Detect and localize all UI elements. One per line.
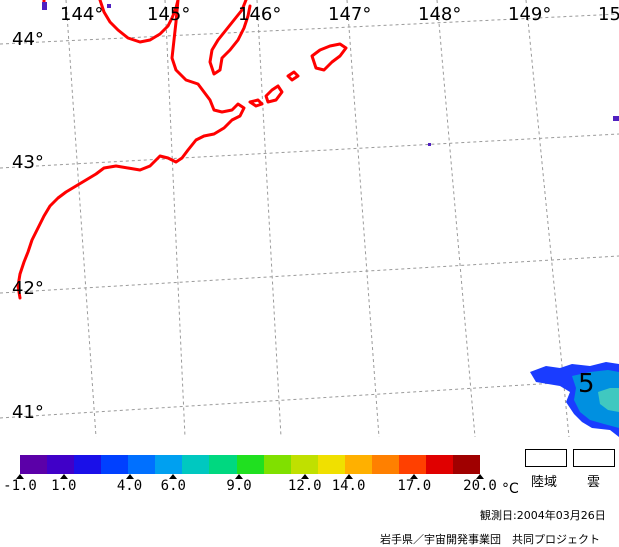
parallel-42 — [0, 255, 619, 294]
sst-map: 144° 145° 146° 147° 148° 149° 15 44° 43°… — [0, 0, 619, 437]
lon-label-150: 15 — [598, 4, 619, 25]
sst-mid-region — [572, 370, 619, 428]
meridian-149 — [525, 0, 570, 437]
meridian-145 — [164, 0, 186, 437]
sst-light-region — [598, 388, 619, 412]
colorbar-tick-mark — [300, 474, 309, 479]
cloud-swatch — [573, 449, 615, 467]
colorbar-segment — [236, 455, 264, 474]
contour-label: 5 — [578, 369, 595, 399]
legend: -1.0 1.0 4.0 6.0 9.0 12.0 14.0 17.0 20.0 °C 陸域 雲… — [0, 437, 619, 546]
colorbar-segment — [371, 455, 399, 474]
colorbar-segment — [20, 455, 48, 474]
kunashiri-small-1 — [248, 98, 264, 108]
meridian-148 — [436, 0, 476, 437]
parallel-43 — [0, 133, 619, 169]
sst-patch — [530, 362, 619, 437]
colorbar-segment — [317, 455, 345, 474]
colorbar-tick-label: 12.0 — [287, 478, 322, 494]
cloud-specks — [42, 2, 619, 146]
colorbar-tick-mark — [125, 474, 134, 479]
lon-label-146: 146° — [238, 4, 281, 25]
lon-label-144: 144° — [60, 4, 103, 25]
colorbar-tick-mark — [59, 474, 68, 479]
land-label: 陸域 — [531, 475, 558, 490]
cloud-speck-ne — [613, 116, 619, 121]
lon-label-145: 145° — [147, 4, 190, 25]
colorbar-tick-label: 1.0 — [51, 478, 77, 494]
lon-label-149: 149° — [508, 4, 551, 25]
colorbar-segment — [74, 455, 102, 474]
colorbar-segment — [425, 455, 453, 474]
lon-label-148: 148° — [418, 4, 461, 25]
cloud-label: 雲 — [587, 475, 601, 490]
land-swatch — [525, 449, 567, 467]
lat-label-44: 44° — [12, 29, 44, 50]
colorbar-tick-label: 9.0 — [226, 478, 252, 494]
colorbar-tick-mark — [476, 474, 484, 479]
lat-lon-grid — [0, 0, 619, 437]
credit-text: 岩手県／宇宙開発事業団 共同プロジェクト — [380, 533, 600, 546]
lat-label-42: 42° — [12, 278, 44, 299]
hokkaido-coast — [16, 0, 246, 300]
meridian-146 — [256, 0, 282, 437]
etorofu — [310, 42, 348, 72]
colorbar-tick-mark — [169, 474, 178, 479]
parallel-41 — [0, 378, 619, 419]
colorbar-segment — [182, 455, 210, 474]
colorbar-segment — [209, 455, 237, 474]
colorbar-segment — [344, 455, 372, 474]
coastline — [16, 0, 348, 300]
colorbar-tick-label: 20.0 — [463, 478, 497, 494]
colorbar-segment — [101, 455, 129, 474]
lat-label-43: 43° — [12, 152, 44, 173]
kunashiri-small-2 — [264, 84, 284, 104]
cloud-speck-nw — [42, 2, 47, 10]
colorbar-tick-mark — [344, 474, 353, 479]
lon-label-147: 147° — [328, 4, 371, 25]
colorbar-segment — [290, 455, 318, 474]
colorbar-segment — [453, 455, 481, 474]
unit-label: °C — [502, 481, 519, 497]
temperature-colorbar — [20, 455, 481, 474]
shiretoko-peninsula — [208, 0, 252, 76]
colorbar-tick-label: 14.0 — [331, 478, 366, 494]
colorbar-tick-label: 6.0 — [160, 478, 186, 494]
colorbar-segment — [155, 455, 183, 474]
observation-date: 観測日:2004年03月26日 — [480, 509, 606, 522]
meridian-147 — [346, 0, 380, 437]
colorbar-segment — [128, 455, 156, 474]
colorbar-tick-label: 17.0 — [397, 478, 432, 494]
colorbar-tick-mark — [235, 474, 244, 479]
colorbar-tick-label: -1.0 — [3, 478, 37, 494]
colorbar-segment — [398, 455, 426, 474]
colorbar-tick-mark — [16, 474, 24, 479]
lat-label-41: 41° — [12, 402, 44, 423]
colorbar-segment — [47, 455, 75, 474]
cloud-speck-mid — [428, 143, 431, 146]
cloud-speck-n — [107, 4, 111, 8]
meridian-144 — [65, 0, 97, 437]
parallel-44 — [0, 13, 619, 45]
colorbar-tick-mark — [410, 474, 419, 479]
map-labels: 144° 145° 146° 147° 148° 149° 15 44° 43°… — [12, 4, 619, 423]
colorbar-tick-label: 4.0 — [116, 478, 143, 494]
shikotan — [286, 70, 300, 82]
colorbar-segment — [263, 455, 291, 474]
